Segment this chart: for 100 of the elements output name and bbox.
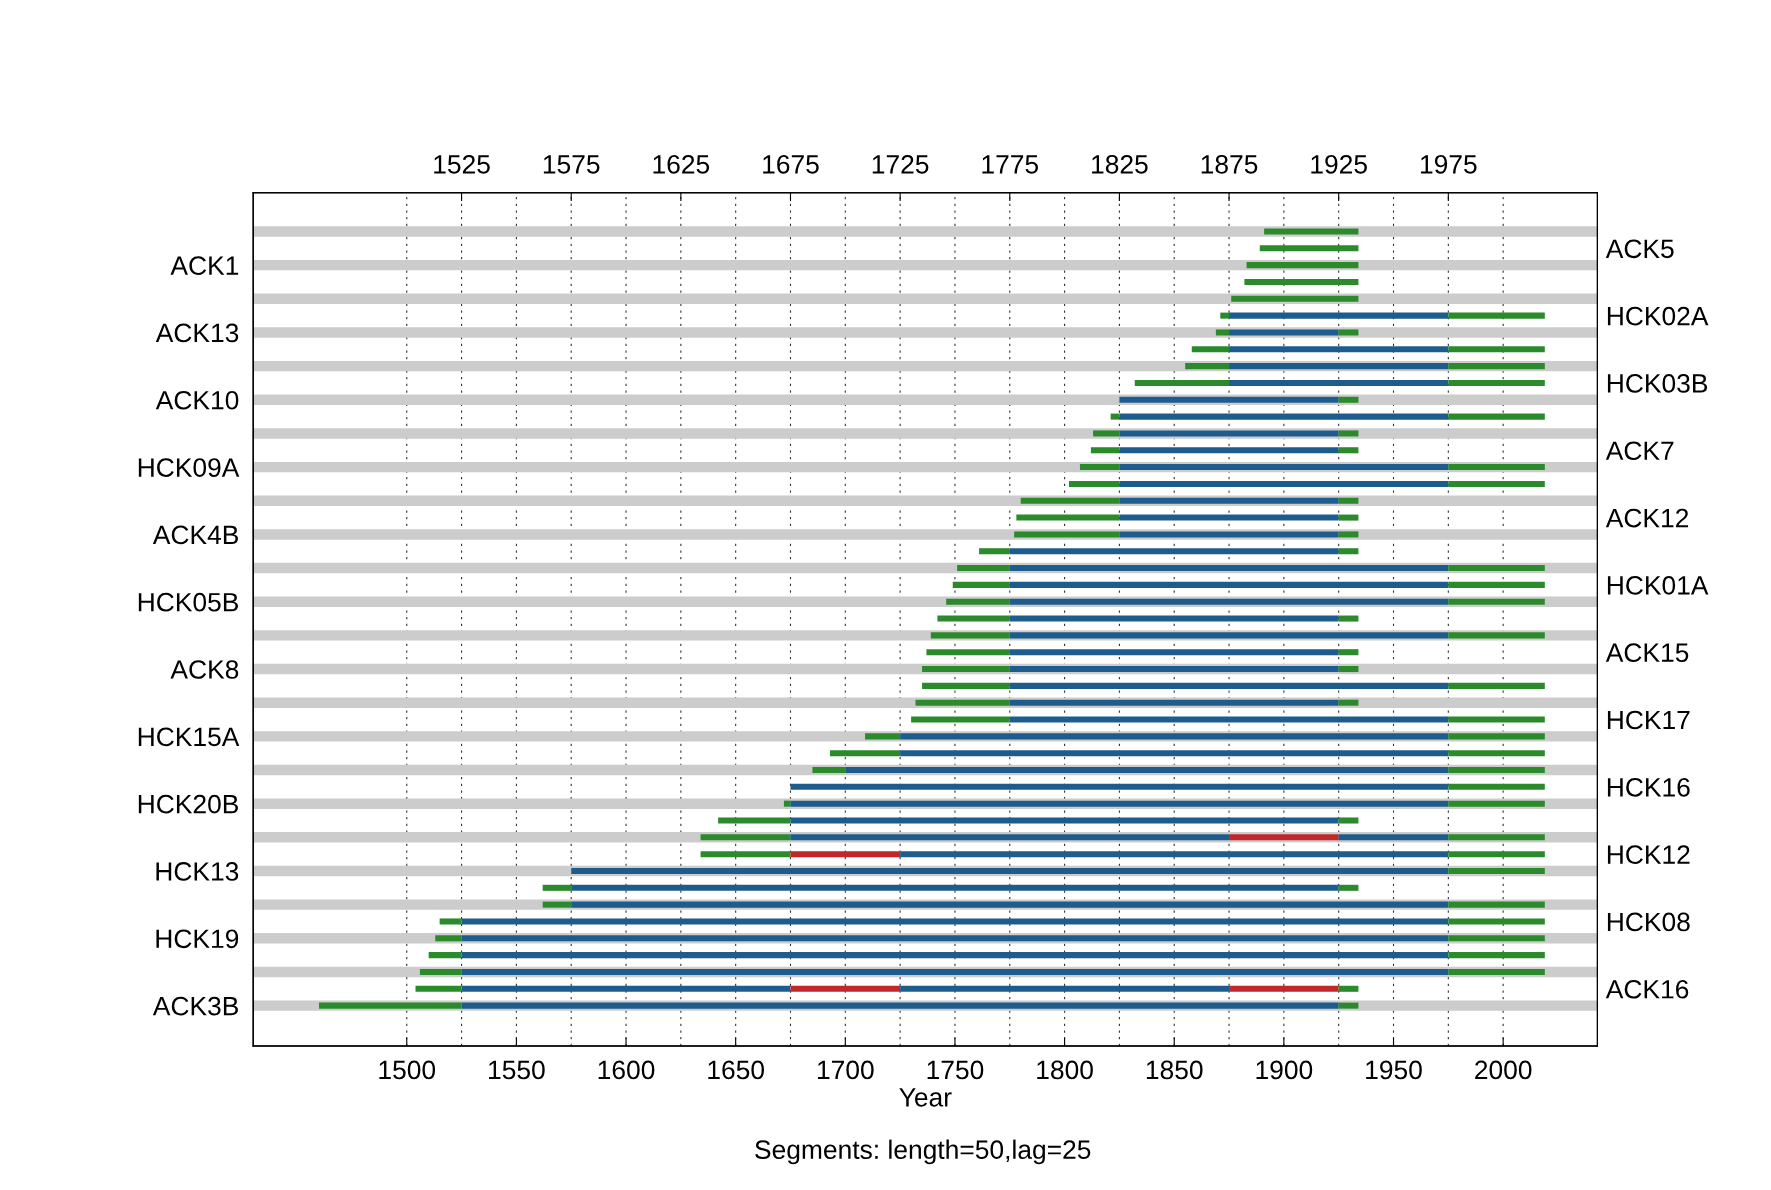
bar	[900, 750, 1449, 757]
bar	[1009, 649, 1339, 656]
bar	[790, 834, 1230, 841]
bar	[1090, 447, 1120, 454]
bar	[1068, 480, 1120, 487]
bar	[937, 615, 1010, 622]
bar	[428, 952, 462, 959]
bar	[957, 565, 1010, 572]
bar	[461, 1002, 1339, 1009]
bar	[900, 985, 1230, 992]
bar	[1259, 245, 1359, 252]
y-tick-label: HCK15A	[138, 727, 240, 747]
bar	[1448, 682, 1545, 689]
x-tick-label: 1600	[598, 1060, 655, 1080]
bar	[922, 666, 1010, 673]
bar	[461, 985, 791, 992]
bar	[790, 851, 901, 858]
bar	[1448, 581, 1545, 588]
bar	[1338, 548, 1359, 555]
x2-tick-label: 1575	[543, 155, 600, 174]
bar	[1448, 464, 1545, 471]
bar	[1338, 834, 1449, 841]
bar	[1448, 598, 1545, 605]
bar	[571, 867, 1449, 875]
bar	[1110, 413, 1120, 420]
bar	[1448, 968, 1545, 975]
bar	[1448, 867, 1545, 875]
bar	[1119, 497, 1339, 504]
bar	[1338, 1002, 1359, 1009]
y-tick-label: HCK20B	[138, 794, 238, 814]
bar	[1338, 447, 1359, 454]
bar	[1229, 363, 1449, 370]
bar	[1014, 531, 1120, 538]
bar	[930, 632, 1010, 639]
y2-tick-label: ACK15	[1605, 643, 1689, 663]
bar	[1448, 480, 1545, 487]
bar	[1009, 716, 1449, 723]
bar	[829, 750, 901, 757]
y2-tick-label: HCK12	[1607, 845, 1690, 864]
bar	[946, 598, 1010, 605]
bar	[1220, 312, 1230, 319]
bar	[1338, 884, 1359, 891]
y2-tick-label: ACK12	[1605, 508, 1689, 528]
bar	[1134, 379, 1230, 386]
bar	[1185, 363, 1230, 370]
bar	[1009, 699, 1339, 706]
y-tick-label: ACK1	[170, 256, 239, 275]
bar	[1448, 733, 1545, 740]
bar	[1016, 514, 1120, 521]
bar	[790, 985, 901, 992]
bar	[1231, 295, 1359, 302]
bar	[571, 884, 1339, 891]
bar	[461, 952, 1449, 959]
bar	[911, 716, 1010, 723]
bar	[1448, 565, 1545, 572]
bar	[1119, 413, 1449, 420]
x-axis-title: Year	[899, 1088, 952, 1107]
bar	[1448, 851, 1545, 858]
x2-tick-label: 1925	[1311, 154, 1367, 174]
y2-tick-label: HCK03B	[1607, 374, 1708, 393]
x-tick-label: 1800	[1037, 1060, 1093, 1080]
bar	[1119, 480, 1449, 487]
bar	[1448, 632, 1545, 639]
bar	[1009, 615, 1339, 622]
bar	[253, 226, 1598, 237]
x2-tick-label: 1825	[1092, 154, 1148, 174]
bar	[1448, 750, 1545, 757]
text: Segments: length=50,lag=25	[755, 1139, 1091, 1165]
bar	[790, 800, 1449, 807]
bar	[1119, 531, 1339, 538]
bar	[461, 918, 1449, 925]
bar	[1009, 666, 1339, 673]
y2-tick-label: HCK01A	[1607, 576, 1709, 595]
y-tick-label: ACK3B	[152, 996, 238, 1016]
x2-tick-label: 1675	[763, 154, 819, 174]
y2-tick-label: ACK7	[1605, 441, 1674, 461]
bar	[1448, 379, 1545, 386]
x2-tick-label: 1725	[872, 154, 929, 174]
y2-tick-label: ACK5	[1605, 239, 1674, 259]
bar	[812, 766, 846, 774]
bar	[1020, 497, 1120, 504]
bar	[1448, 800, 1545, 807]
bar	[1448, 834, 1545, 841]
bar	[1119, 447, 1339, 454]
bar	[1191, 346, 1230, 353]
bar	[1448, 918, 1545, 925]
bar	[1215, 329, 1230, 336]
bar	[542, 884, 572, 891]
x2-tick-label: 1625	[653, 154, 710, 174]
bar	[571, 901, 1449, 908]
bar	[253, 394, 1598, 405]
bar	[439, 918, 462, 925]
bar	[1229, 312, 1449, 319]
bar	[915, 699, 1010, 706]
bar	[1338, 985, 1359, 992]
bar	[1448, 312, 1545, 319]
bar	[790, 817, 1339, 824]
y2-tick-label: HCK16	[1607, 777, 1690, 797]
bar	[1448, 935, 1545, 942]
y-tick-label: HCK09A	[138, 458, 240, 477]
